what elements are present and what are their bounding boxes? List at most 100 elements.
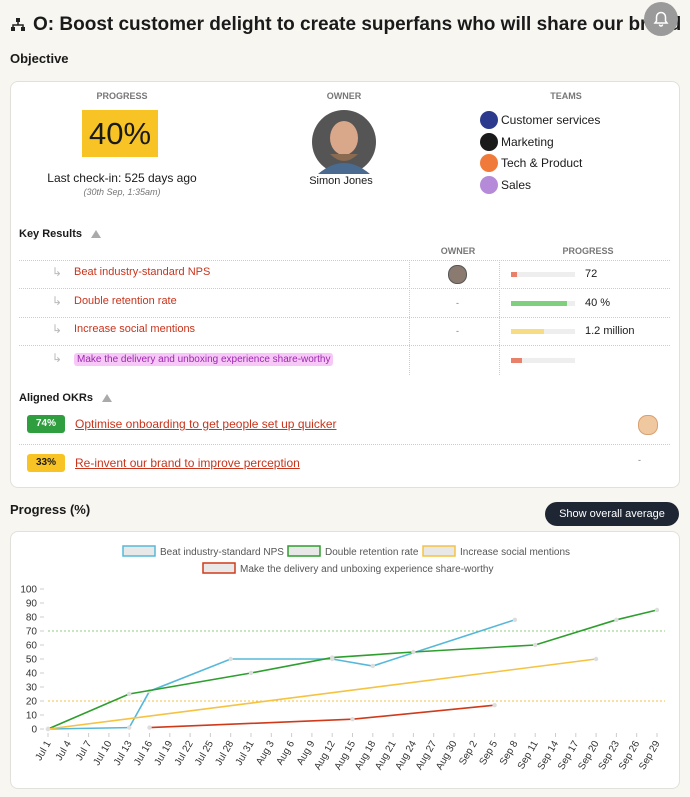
- x-tick-label: Jul 25: [193, 739, 216, 768]
- progress-track: [511, 358, 575, 364]
- x-tick-label: Jul 1: [34, 739, 54, 763]
- team-name: Tech & Product: [501, 156, 583, 170]
- point: [614, 617, 619, 622]
- progress-bar: [511, 272, 517, 277]
- owner-avatar: [638, 415, 658, 435]
- legend-label: Increase social mentions: [460, 547, 570, 558]
- divider: [19, 444, 670, 445]
- x-tick-label: Jul 10: [92, 739, 115, 768]
- section-heading: Key Results: [19, 228, 82, 240]
- series-line: [47, 619, 516, 730]
- okr-link[interactable]: Re-invent our brand to improve perceptio…: [75, 456, 300, 470]
- point: [127, 691, 132, 697]
- point: [411, 649, 416, 655]
- y-tick-label: 10: [26, 711, 38, 722]
- y-tick-label: 50: [26, 655, 38, 666]
- team-icon: [480, 154, 498, 172]
- indent-arrow: ↳: [52, 322, 63, 337]
- divider: [19, 316, 670, 318]
- legend-swatch: [202, 562, 236, 574]
- progress-value: 72: [585, 268, 598, 280]
- owner-empty: -: [456, 326, 459, 337]
- legend-label: Make the delivery and unboxing experienc…: [240, 564, 493, 575]
- legend-swatch: [287, 545, 321, 557]
- owner-empty: -: [456, 297, 459, 308]
- legend-label: Double retention rate: [325, 547, 419, 558]
- okr-progress-badge: 33%: [27, 454, 65, 472]
- average-button[interactable]: Show overall average: [545, 502, 679, 526]
- point: [533, 642, 538, 648]
- series-line: [47, 609, 658, 730]
- x-tick-label: Jul 4: [54, 739, 74, 763]
- okr-link[interactable]: Optimise onboarding to get people set up…: [75, 417, 337, 431]
- key-result-link[interactable]: Beat industry-standard NPS: [74, 266, 211, 278]
- point: [228, 656, 233, 662]
- x-tick-label: Jul 22: [173, 739, 196, 768]
- team-name: Marketing: [501, 134, 554, 149]
- x-tick-label: Jul 28: [213, 739, 236, 768]
- y-tick-label: 60: [26, 641, 38, 652]
- checkin-date: (30th Sep, 1:35am): [83, 187, 161, 197]
- indent-arrow: ↳: [52, 293, 63, 308]
- collapse-icon[interactable]: [90, 229, 102, 239]
- indent-arrow: ↳: [52, 351, 63, 366]
- point: [512, 617, 518, 622]
- key-result-tag[interactable]: Make the delivery and unboxing experienc…: [74, 353, 334, 367]
- point: [350, 717, 355, 722]
- key-result-link[interactable]: Increase social mentions: [74, 323, 196, 336]
- checkin-text: Last check-in: 525 days ago: [47, 171, 197, 185]
- team-icon: [480, 175, 498, 194]
- y-tick-label: 90: [26, 599, 38, 610]
- divider: [19, 260, 670, 261]
- owner-avatar: [448, 265, 467, 284]
- owner-empty: -: [638, 455, 641, 465]
- collapse-icon[interactable]: [101, 393, 113, 403]
- section-heading: Aligned OKRs: [19, 392, 93, 404]
- y-tick-label: 0: [31, 725, 37, 736]
- point: [127, 725, 132, 730]
- divider: [19, 345, 670, 347]
- chart-card: [10, 531, 680, 789]
- okr-progress-badge: 74%: [27, 415, 65, 433]
- progress-badge: 40%: [82, 110, 158, 157]
- indent-arrow: ↳: [52, 265, 63, 279]
- team-name: Sales: [501, 177, 532, 192]
- x-tick-label: Jul 31: [234, 739, 257, 768]
- point: [330, 655, 335, 660]
- column-label: TEAMS: [550, 91, 582, 101]
- series-line: [47, 658, 597, 730]
- x-tick-label: Aug 3: [254, 739, 277, 768]
- key-result-link[interactable]: Double retention rate: [74, 294, 177, 307]
- progress-track: [511, 272, 575, 277]
- x-tick-label: Jul 13: [112, 739, 135, 768]
- point: [147, 725, 152, 730]
- column-label: OWNER: [440, 246, 476, 256]
- x-tick-label: Aug 6: [275, 739, 298, 768]
- owner-avatar: [312, 110, 376, 174]
- page-title: O: Boost customer delight to create supe…: [33, 14, 682, 35]
- legend-swatch: [122, 545, 156, 557]
- x-tick-label: Aug 30: [434, 739, 460, 772]
- team-name: Customer services: [501, 113, 601, 127]
- progress-value: 40 %: [585, 296, 611, 309]
- x-tick-label: Jul 7: [74, 739, 94, 763]
- section-heading: Progress (%): [10, 502, 91, 517]
- column-label: PROGRESS: [96, 91, 148, 101]
- progress-bar: [511, 329, 545, 335]
- owner-name: Simon Jones: [309, 175, 373, 187]
- y-tick-label: 20: [26, 697, 38, 708]
- x-tick-label: Sep 2: [457, 739, 480, 768]
- point: [248, 670, 254, 676]
- notification-bell[interactable]: [644, 2, 678, 36]
- y-tick-label: 40: [26, 669, 38, 680]
- point: [45, 726, 51, 732]
- progress-value: 1.2 million: [585, 325, 635, 338]
- column-label: PROGRESS: [562, 246, 614, 256]
- x-tick-label: Sep 5: [478, 739, 501, 768]
- y-tick-label: 80: [26, 613, 38, 624]
- team-icon: [480, 132, 498, 151]
- point: [370, 663, 375, 669]
- column-label: OWNER: [326, 91, 362, 101]
